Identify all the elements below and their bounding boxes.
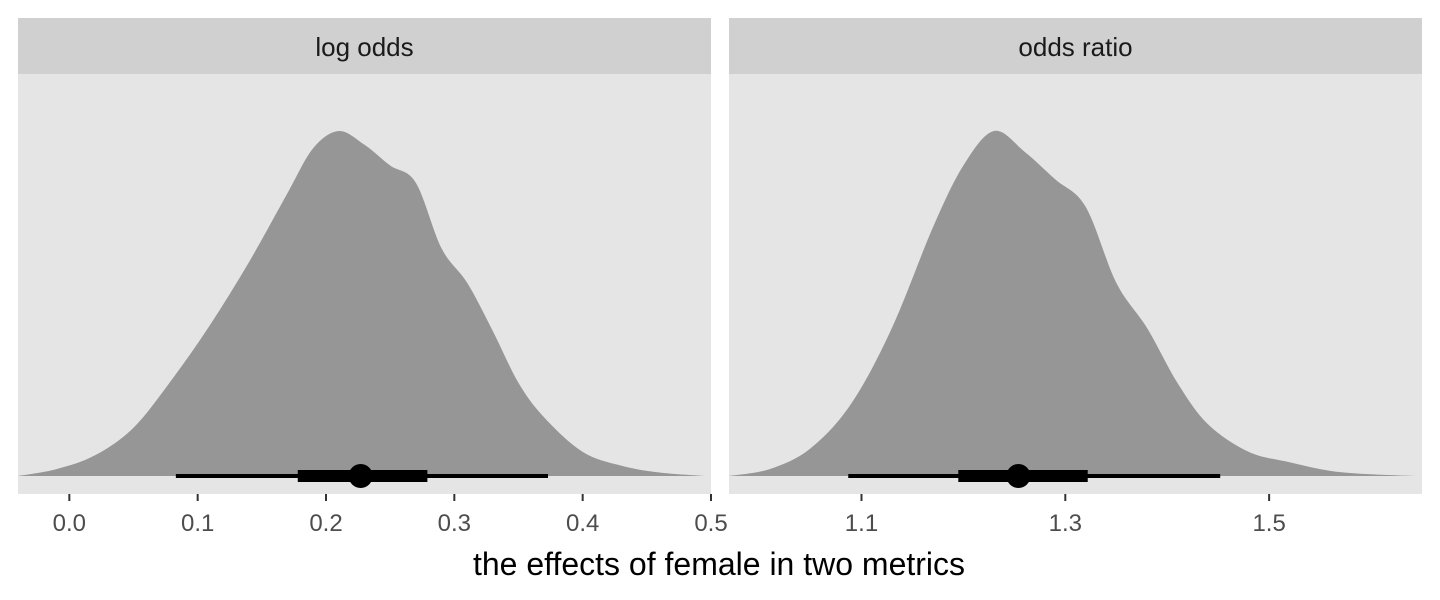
- point-estimate: [1006, 464, 1031, 488]
- strip-label: log odds: [315, 32, 413, 62]
- strip-label: odds ratio: [1018, 32, 1132, 62]
- point-estimate: [348, 464, 373, 488]
- density-area: [18, 130, 705, 476]
- x-tick-label: 1.1: [845, 510, 878, 537]
- x-tick-label: 1.3: [1049, 510, 1082, 537]
- x-tick-label: 0.1: [181, 510, 214, 537]
- x-tick-label: 1.5: [1252, 510, 1285, 537]
- x-tick-label: 0.4: [566, 510, 599, 537]
- density-area: [729, 130, 1417, 477]
- x-tick-label: 0.0: [53, 510, 86, 537]
- panel-1: log odds 0.0 0.1 0.2 0.3 0.4 0.5: [18, 18, 728, 537]
- x-tick-label: 0.2: [309, 510, 342, 537]
- strip-background: [18, 18, 711, 74]
- x-tick-label: 0.3: [438, 510, 471, 537]
- strip-background: [729, 18, 1422, 74]
- panel-2: odds ratio 1.1 1.3 1.5: [729, 18, 1422, 537]
- x-axis-title: the effects of female in two metrics: [473, 546, 965, 582]
- panels-layer: log odds 0.0 0.1 0.2 0.3 0.4 0.5 odds ratio 1.1 1…: [18, 18, 1422, 537]
- x-tick-label: 0.5: [694, 510, 727, 537]
